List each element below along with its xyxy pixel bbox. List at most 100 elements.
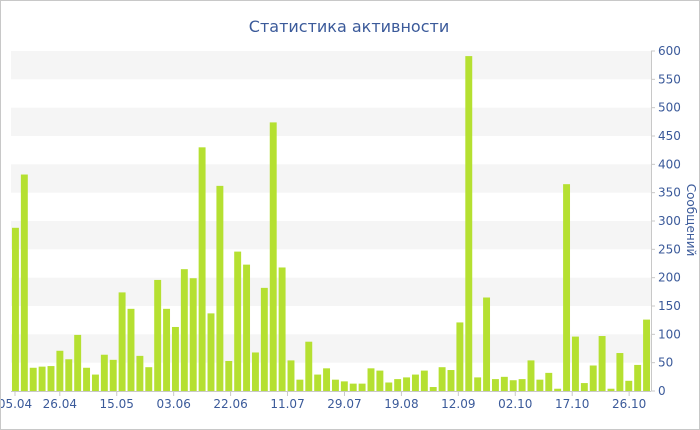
- bar: [65, 359, 73, 391]
- bar: [527, 360, 535, 391]
- bar: [376, 370, 384, 391]
- bar: [456, 322, 464, 391]
- bar: [323, 368, 331, 391]
- bar: [474, 377, 482, 391]
- x-axis-ticks: 05.04 26.04 15.05 03.06 22.06 11.07 29.07 19.08…: [1, 391, 646, 411]
- bar: [411, 374, 419, 391]
- bar: [189, 278, 197, 391]
- bar: [518, 379, 526, 391]
- bar: [74, 334, 82, 391]
- bar: [598, 336, 606, 391]
- bar: [331, 379, 339, 391]
- grid-band: [11, 107, 651, 136]
- bar: [589, 365, 597, 391]
- x-tick-label: 26.10: [612, 397, 646, 411]
- bar: [171, 326, 179, 391]
- bar: [385, 382, 393, 391]
- bar: [554, 388, 562, 391]
- bar: [269, 122, 277, 392]
- y-axis-ticks: 0 50 100 150 200 250 300 350 400 450 500 550 600: [651, 44, 681, 398]
- bar: [260, 287, 268, 391]
- x-tick-label: 12.09: [441, 397, 475, 411]
- x-tick-label: 15.05: [100, 397, 134, 411]
- x-tick-label: 02.10: [498, 397, 532, 411]
- bar: [11, 227, 19, 391]
- bar: [20, 174, 28, 391]
- y-tick-label: 550: [658, 72, 681, 86]
- bar: [243, 264, 251, 391]
- bar: [394, 379, 402, 391]
- bar: [118, 292, 126, 391]
- y-tick-label: 50: [658, 356, 673, 370]
- bar: [349, 383, 357, 391]
- bar: [429, 387, 437, 391]
- bar: [198, 147, 206, 391]
- bar-series: [11, 56, 651, 392]
- x-tick-label: 26.04: [43, 397, 77, 411]
- bar: [100, 354, 108, 391]
- bar: [136, 355, 144, 391]
- bar: [580, 383, 588, 391]
- grid-band: [11, 51, 651, 80]
- bar: [491, 379, 499, 391]
- bar: [536, 379, 544, 391]
- bar: [483, 297, 491, 391]
- y-tick-label: 150: [658, 299, 681, 313]
- bar: [180, 269, 188, 391]
- bar: [358, 383, 366, 391]
- y-tick-label: 0: [658, 384, 666, 398]
- bar: [109, 359, 117, 391]
- y-tick-label: 300: [658, 214, 681, 228]
- bar: [509, 380, 517, 391]
- y-tick-label: 500: [658, 101, 681, 115]
- bar: [447, 370, 455, 391]
- bar: [643, 319, 651, 391]
- y-tick-label: 400: [658, 157, 681, 171]
- bar: [145, 367, 153, 391]
- y-axis-label: Сообщений: [684, 184, 698, 257]
- bar: [545, 372, 553, 391]
- grid-band: [11, 334, 651, 363]
- bar: [91, 374, 99, 391]
- bar: [225, 360, 233, 391]
- bar: [38, 366, 46, 391]
- bar: [83, 367, 91, 391]
- grid-band: [11, 277, 651, 306]
- bar: [571, 336, 579, 391]
- y-tick-label: 250: [658, 242, 681, 256]
- x-tick-label: 05.04: [1, 397, 32, 411]
- x-tick-label: 03.06: [156, 397, 190, 411]
- bar: [305, 341, 313, 391]
- bar: [465, 56, 473, 391]
- bar: [154, 279, 162, 391]
- bar: [500, 376, 508, 391]
- bar: [29, 367, 37, 391]
- bar: [607, 388, 615, 391]
- grid-band: [11, 164, 651, 193]
- bar: [234, 251, 242, 391]
- bar: [56, 350, 64, 391]
- bar: [438, 367, 446, 391]
- x-tick-label: 29.07: [327, 397, 361, 411]
- bar: [127, 308, 135, 391]
- y-tick-label: 100: [658, 327, 681, 341]
- grid-bands: [11, 51, 651, 363]
- bar: [634, 364, 642, 391]
- bar: [207, 313, 215, 391]
- y-tick-label: 600: [658, 44, 681, 58]
- bar: [420, 370, 428, 391]
- bar: [287, 360, 295, 391]
- x-tick-label: 19.08: [384, 397, 418, 411]
- x-tick-label: 17.10: [555, 397, 589, 411]
- bar: [47, 366, 55, 391]
- x-tick-label: 11.07: [270, 397, 304, 411]
- bar: [163, 308, 171, 391]
- x-tick-label: 22.06: [213, 397, 247, 411]
- bar: [251, 352, 259, 391]
- bar: [314, 374, 322, 391]
- bar: [616, 353, 624, 391]
- grid-band: [11, 221, 651, 250]
- bar: [403, 377, 411, 391]
